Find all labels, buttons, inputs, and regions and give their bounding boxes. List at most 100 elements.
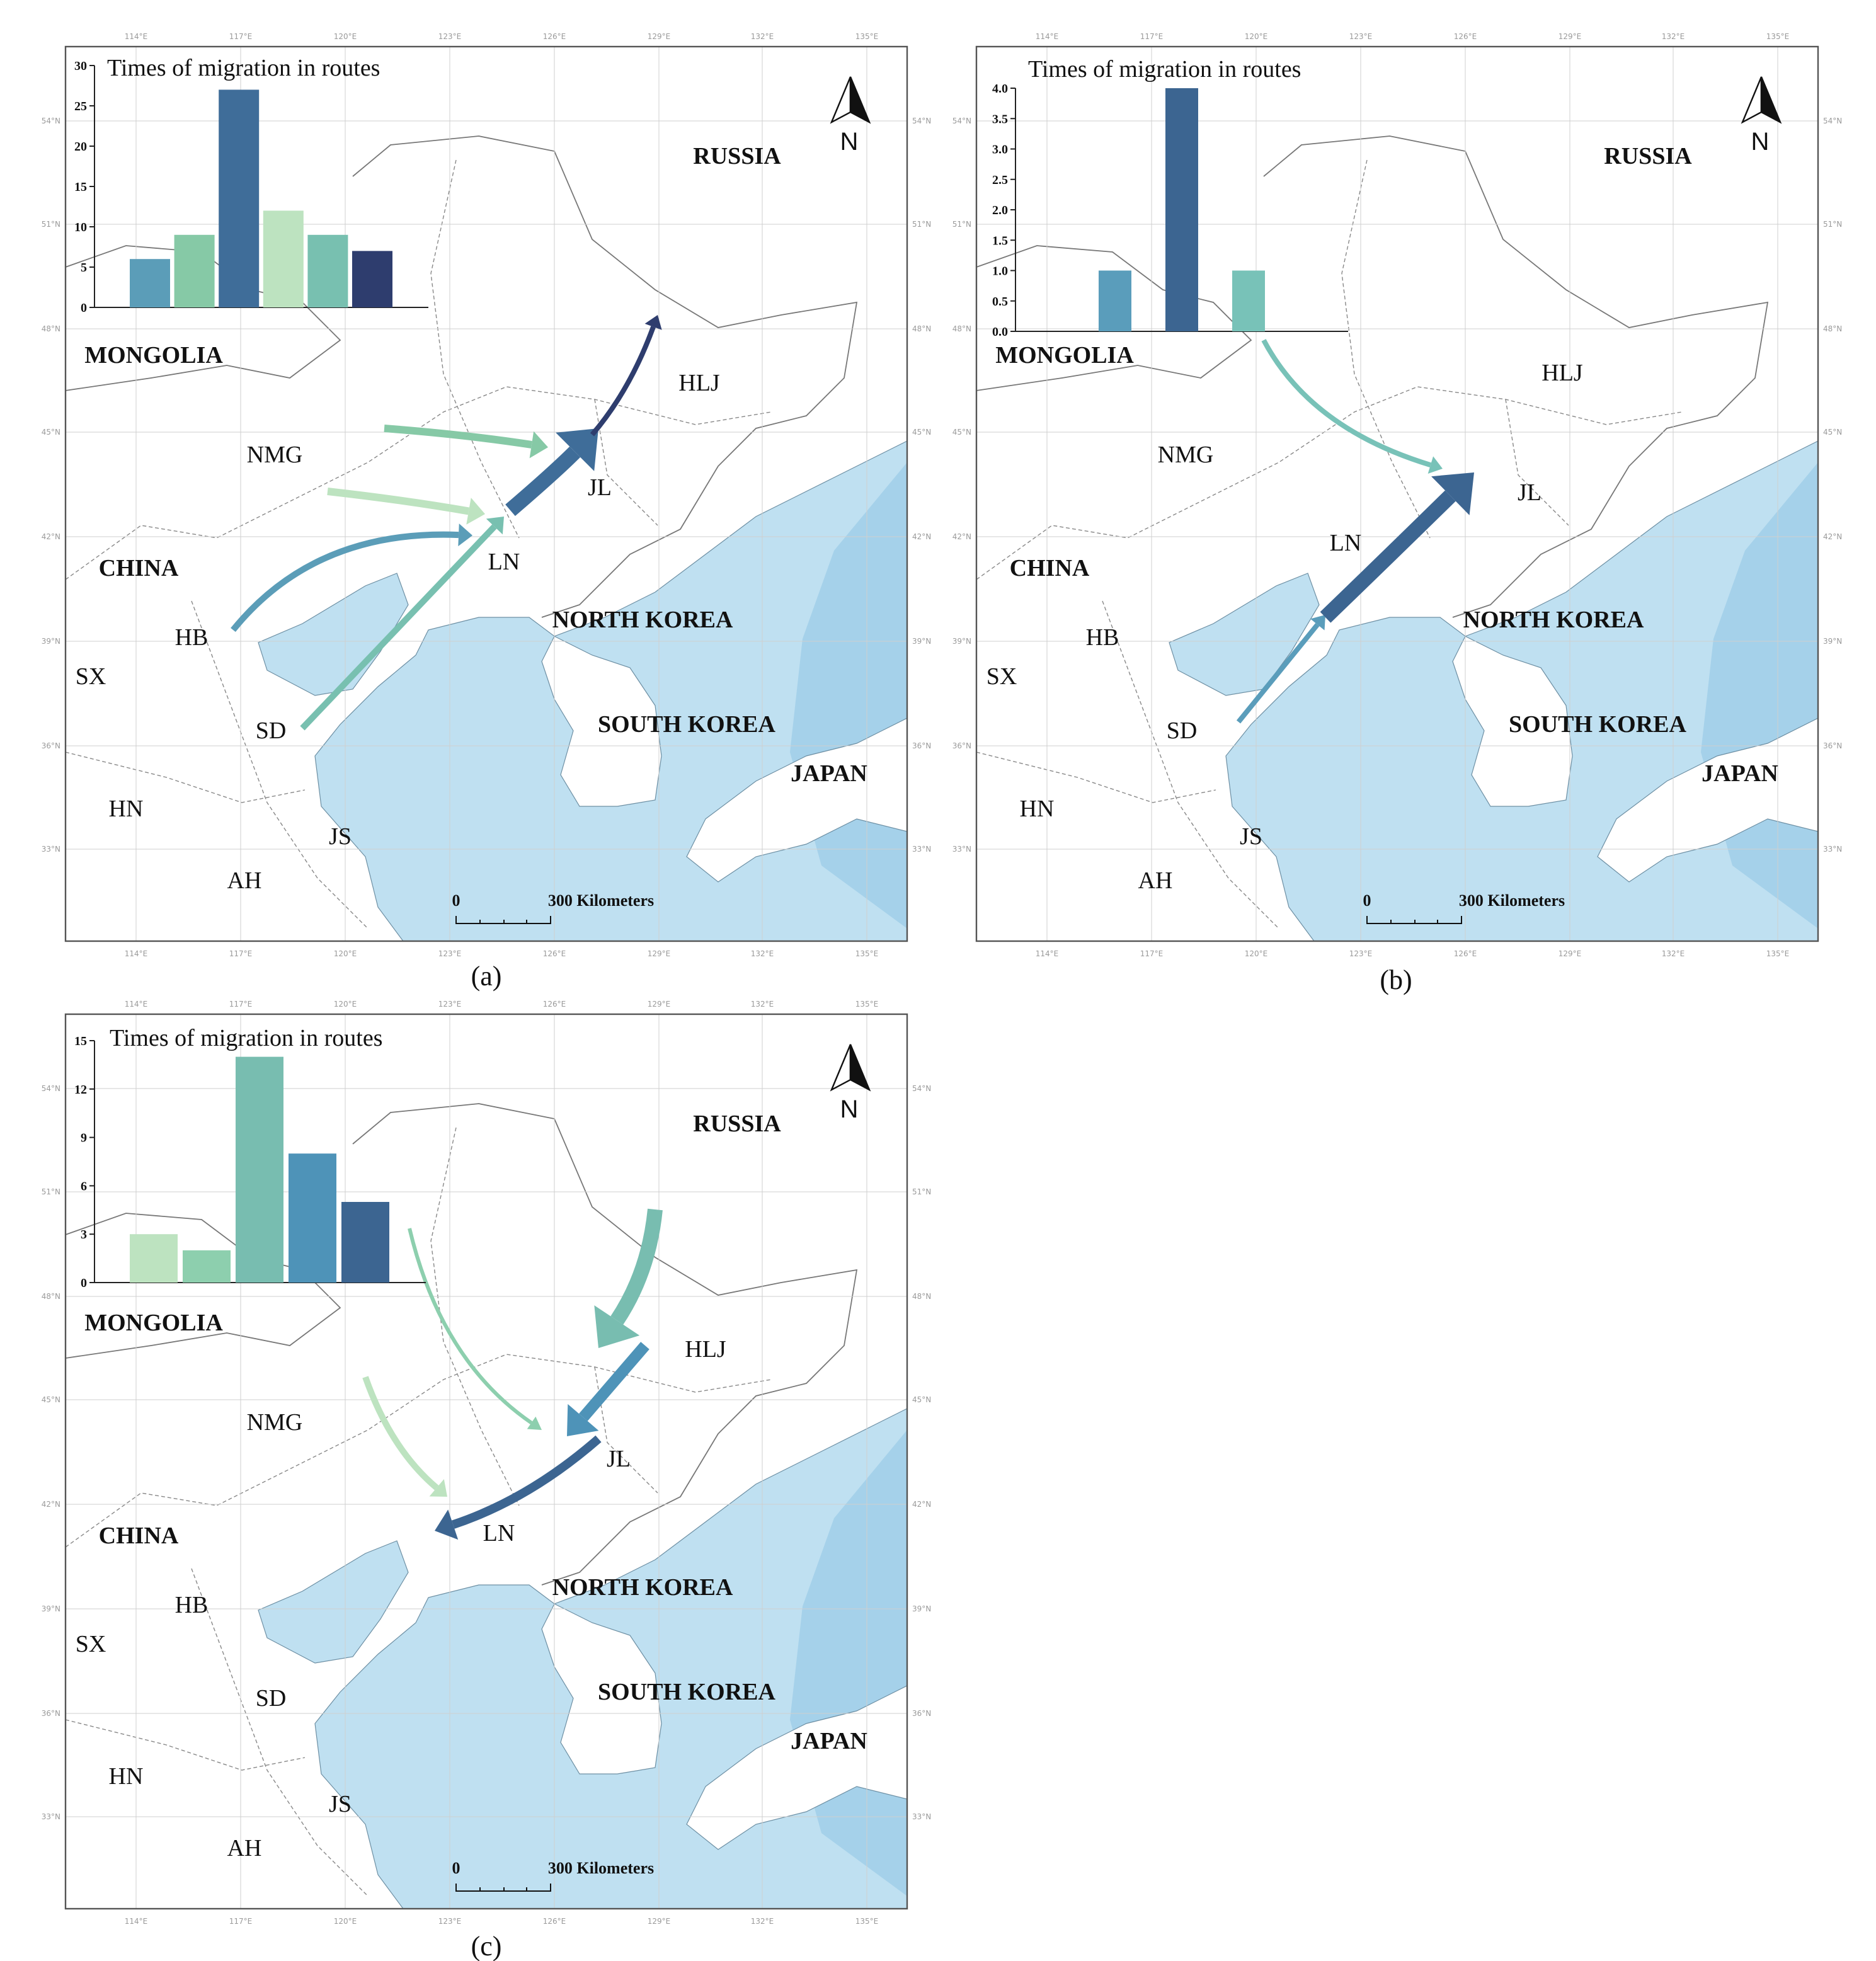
lon-label: 126°E [543,32,566,41]
route-arrow [384,425,532,449]
bar [236,1056,283,1283]
lon-label: 126°E [1454,949,1477,958]
map-panel: 114°E 114°E 117°E 117°E 120°E 120°E 123°E 123°E… [952,32,1843,958]
route-arrow [1236,622,1320,724]
lat-label: 54°N [912,1084,931,1093]
y-tick-label: 3.5 [992,112,1008,126]
lat-label: 39°N [42,637,60,646]
y-tick-label: 15 [74,1034,87,1048]
north-arrow [849,76,871,124]
country-label: JAPAN [1702,760,1778,787]
country-label: RUSSIA [1604,143,1692,169]
lat-label: 45°N [42,1395,60,1404]
province-label: HN [109,796,144,822]
lon-label: 117°E [229,1000,253,1009]
lat-label: 42°N [42,1500,60,1509]
chart-title: Times of migration in routes [110,1025,382,1051]
route-arrow [231,531,459,632]
lon-label: 117°E [1140,949,1164,958]
lat-label: 42°N [1823,532,1842,541]
y-tick-label: 3 [81,1228,87,1242]
province-border [976,752,1216,803]
japan-land [1597,718,1819,883]
route-arrowhead [567,1404,599,1436]
country-border [352,1103,858,1586]
lat-label: 42°N [42,532,60,541]
lon-label: 120°E [334,32,357,41]
province-border [65,1719,306,1771]
bar [1165,88,1198,331]
province-label: AH [1138,867,1173,894]
province-label: JS [329,1791,352,1817]
map-frame [64,1013,908,1910]
lon-label: 135°E [855,1000,879,1009]
lat-label: 39°N [952,637,971,646]
lat-label: 45°N [952,428,971,437]
panel-caption: (b) [1380,964,1412,995]
lon-label: 132°E [751,32,774,41]
route-arrow [1320,490,1456,623]
coastline [1225,440,1819,942]
country-label: JAPAN [791,1728,867,1754]
map-frame [64,45,908,942]
lat-label: 45°N [42,428,60,437]
province-label: LN [1330,530,1362,556]
y-tick-label: 4.0 [992,82,1008,96]
route-arrowhead [527,1416,542,1430]
route-arrowhead [1427,456,1443,474]
bar [307,234,348,307]
province-border [1341,159,1431,539]
lat-label: 54°N [952,117,971,125]
scale-zero: 0 [452,1859,460,1877]
country-label: RUSSIA [693,1111,781,1137]
province-label: SD [256,1685,287,1712]
lon-label: 126°E [543,1917,566,1926]
route-arrow [505,446,581,517]
lat-label: 45°N [912,428,931,437]
country-label: SOUTH KOREA [598,1679,775,1705]
province-label: NMG [247,442,303,468]
lat-label: 39°N [912,1604,931,1613]
lon-label: 132°E [1662,32,1685,41]
lon-label: 114°E [1036,32,1059,41]
lat-label: 39°N [1823,637,1842,646]
country-label: CHINA [99,555,179,581]
lat-label: 36°N [912,1709,931,1718]
bar [352,251,392,307]
route-arrowhead [529,431,548,459]
lat-label: 36°N [952,741,971,750]
panel-caption: (a) [471,961,502,992]
province-label: AH [227,1835,262,1861]
country-label: SOUTH KOREA [598,711,775,738]
province-label: SX [76,663,106,690]
route-arrowhead [458,523,472,547]
coastline [314,1408,908,1909]
province-border [65,1354,772,1548]
y-tick-label: 0.5 [992,295,1008,309]
route-arrow [327,488,470,515]
country-label: NORTH KOREA [1463,607,1644,633]
north-arrow [849,1044,871,1092]
map-panel: 114°E 114°E 117°E 117°E 120°E 120°E 123°E 123°E… [42,1000,932,1926]
route-arrowhead [644,315,662,330]
province-border [191,600,369,929]
province-border [65,386,772,580]
lon-label: 129°E [648,32,671,41]
y-tick-label: 2.5 [992,173,1008,187]
lon-label: 114°E [125,1917,148,1926]
bar [1232,270,1265,331]
lat-label: 54°N [42,1084,60,1093]
bar [219,89,260,307]
lat-label: 51°N [42,1187,60,1196]
province-label: JL [1518,479,1541,506]
lon-label: 123°E [1349,949,1373,958]
lon-label: 129°E [648,949,671,958]
lon-label: 126°E [543,949,566,958]
y-tick-label: 0 [81,1276,87,1290]
bar [174,234,215,307]
province-label: JL [588,474,612,501]
lon-label: 132°E [1662,949,1685,958]
chart-title: Times of migration in routes [107,55,380,81]
lat-label: 51°N [952,220,971,229]
scale-label: 300 Kilometers [548,891,654,910]
